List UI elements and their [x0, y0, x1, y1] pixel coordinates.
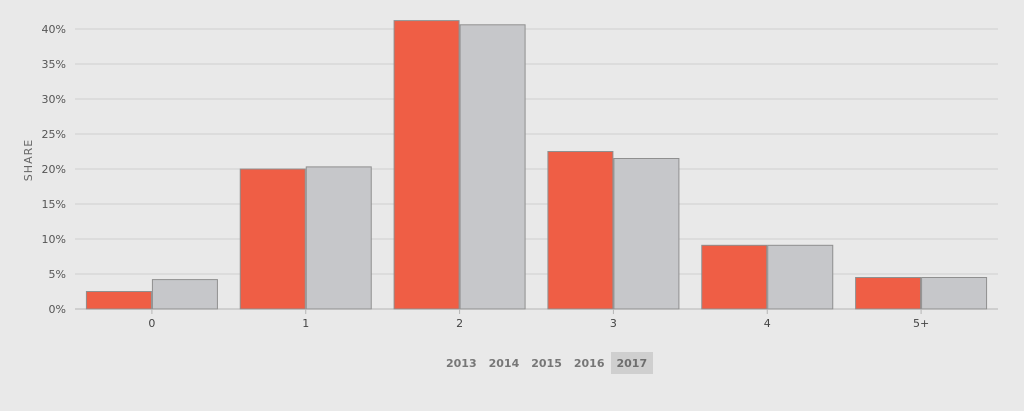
bar-3-series1[interactable] [547, 151, 614, 310]
year-selector: 2013 2014 2015 2016 2017 [440, 352, 654, 374]
bar-1-series1[interactable] [239, 168, 306, 310]
year-button-2016[interactable]: 2016 [573, 357, 605, 370]
bar-0-series1[interactable] [85, 291, 152, 310]
y-tick-label: 15% [42, 198, 66, 211]
bar-4-series1[interactable] [701, 244, 768, 310]
y-tick-label: 5% [49, 268, 66, 281]
bar-3-series2[interactable] [613, 158, 680, 310]
bar-5plus-series1[interactable] [855, 277, 922, 310]
bar-4-series2[interactable] [767, 244, 834, 310]
y-axis-label: SHARE [22, 138, 35, 182]
y-tick-label: 40% [42, 23, 66, 36]
year-button-2015[interactable]: 2015 [531, 357, 562, 370]
x-tick-label: 3 [610, 317, 617, 330]
x-tick-label: 2 [456, 317, 463, 330]
bar-1-series2[interactable] [305, 166, 372, 310]
y-tick-label: 10% [42, 233, 66, 246]
x-tick-label: 4 [764, 317, 771, 330]
bar-5plus-series2[interactable] [921, 277, 988, 310]
year-button-2013[interactable]: 2013 [446, 357, 477, 370]
bar-2-series1[interactable] [393, 20, 460, 310]
x-tick-label: 1 [302, 317, 309, 330]
y-tick-label: 30% [42, 93, 66, 106]
bar-0-series2[interactable] [151, 279, 218, 310]
x-tick-label: 0 [148, 317, 155, 330]
y-tick-label: 25% [42, 128, 66, 141]
bar-2-series2[interactable] [459, 24, 526, 310]
year-button-2017[interactable]: 2017 [610, 352, 654, 374]
y-tick-label: 0% [49, 303, 66, 316]
year-button-2014[interactable]: 2014 [488, 357, 520, 370]
y-tick-label: 20% [42, 163, 66, 176]
y-tick-label: 35% [42, 58, 66, 71]
bar-chart: 0% 5% 10% 15% 20% 25% 30% 35% 40% 0 1 2 3 4 5+ [42, 20, 998, 330]
x-tick-label: 5+ [913, 317, 929, 330]
